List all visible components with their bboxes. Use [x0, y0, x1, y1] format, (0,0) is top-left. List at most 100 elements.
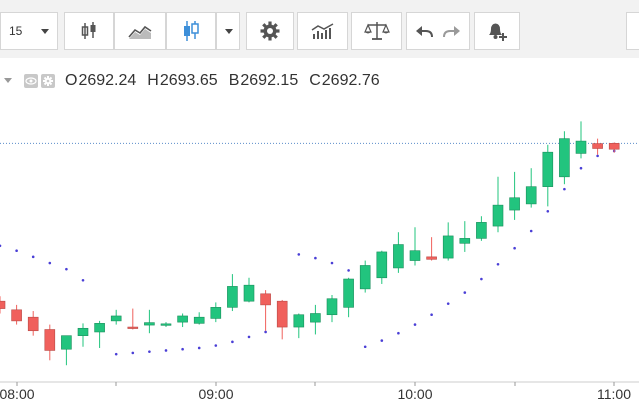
gear-icon[interactable]	[41, 74, 55, 88]
sar-dot	[0, 244, 2, 248]
high-key: H	[147, 72, 159, 89]
undo-redo-group	[406, 12, 470, 50]
bell-plus-icon	[489, 23, 507, 41]
candles-layer	[0, 121, 620, 366]
candles-icon	[184, 21, 199, 41]
line-chart-button[interactable]	[114, 12, 166, 50]
sar-dot	[148, 350, 151, 353]
sar-dot	[330, 261, 334, 265]
undo-icon	[416, 26, 433, 38]
candle-body	[276, 300, 288, 328]
sar-dot	[314, 256, 317, 260]
candle-body	[243, 284, 255, 302]
caret-down-icon	[225, 29, 233, 34]
candle-body	[0, 300, 6, 309]
candle-body	[127, 326, 139, 329]
candle-body	[260, 293, 271, 306]
sar-dot	[181, 347, 184, 351]
tick-label-0800: 08:00	[0, 386, 35, 402]
indicators-button[interactable]	[297, 12, 348, 50]
sar-dot	[131, 351, 135, 355]
sar-dot	[496, 262, 500, 266]
settings-button[interactable]	[246, 12, 294, 50]
interval-select[interactable]: 15	[0, 12, 58, 50]
sar-dot	[214, 344, 218, 347]
sar-dot	[579, 166, 583, 170]
legend-collapse-caret[interactable]	[4, 78, 12, 83]
candle-body	[426, 256, 437, 260]
sar-dot	[81, 278, 85, 282]
candle-body	[144, 322, 155, 326]
candle-body	[442, 235, 454, 259]
candle-body	[227, 286, 238, 308]
candle-body	[509, 197, 520, 211]
candle-body	[160, 323, 172, 326]
sar-dot	[363, 345, 367, 349]
sar-dot	[480, 277, 483, 281]
candle-body	[27, 316, 39, 332]
candle-body	[293, 314, 305, 328]
chart-type-dropdown[interactable]	[216, 12, 240, 50]
ohlc-legend: O 2692.24 H 2693.65 B 2692.15 C 2692.76	[24, 70, 391, 92]
high-value: 2693.65	[159, 72, 218, 89]
candle-body	[326, 298, 338, 316]
sar-dot	[463, 291, 467, 294]
caret-down-icon	[41, 29, 49, 34]
close-value: 2692.76	[321, 72, 380, 89]
bid-key: B	[228, 72, 240, 89]
compare-button[interactable]	[351, 12, 402, 50]
candle-body	[177, 315, 188, 323]
tick-label-1100: 11:00	[597, 386, 631, 402]
sar-dot	[529, 229, 533, 233]
sar-dot	[114, 352, 118, 356]
candle-body	[376, 251, 388, 279]
bid-value: 2692.15	[240, 72, 299, 89]
candles-button[interactable]	[166, 12, 216, 50]
candle-body	[210, 307, 222, 319]
candle-body	[525, 186, 537, 205]
redo-icon	[443, 26, 460, 38]
interval-label: 15	[9, 24, 23, 38]
area-line-icon	[128, 25, 152, 39]
candle-body	[592, 143, 603, 149]
sar-dot	[347, 269, 350, 272]
gear-icon	[260, 21, 280, 41]
tick-label-1000: 10:00	[397, 386, 432, 402]
candle-body	[94, 323, 105, 333]
toolbar-more-button[interactable]	[626, 12, 639, 50]
candle-body	[476, 222, 487, 239]
sar-dot	[413, 323, 417, 326]
sar-dot	[612, 149, 616, 153]
sar-dot	[297, 253, 301, 256]
sar-dot	[596, 154, 599, 158]
candle-body	[11, 309, 22, 322]
candle-body	[393, 244, 404, 269]
undo-button[interactable]	[413, 21, 437, 43]
sar-layer	[0, 149, 616, 356]
candle-body	[575, 140, 587, 154]
candle-body	[310, 313, 321, 323]
eye-icon[interactable]	[24, 74, 38, 88]
chart-toolbar: 15	[0, 0, 639, 58]
candle-body	[44, 329, 56, 351]
sar-dot	[48, 261, 52, 265]
sar-dot	[247, 335, 251, 339]
candle-body	[110, 315, 122, 322]
candle-body	[542, 151, 554, 187]
sar-dot	[513, 246, 516, 250]
indicators-icon	[311, 23, 333, 39]
time-axis: 08:00 09:00 10:00 11:00	[0, 381, 639, 402]
alert-button[interactable]	[474, 12, 520, 50]
redo-button[interactable]	[441, 21, 465, 43]
open-key: O	[65, 72, 78, 89]
sar-dot	[546, 209, 550, 213]
candle-body	[359, 265, 371, 290]
bar-chart-button[interactable]	[64, 12, 114, 50]
candle-body	[77, 327, 89, 336]
sar-dot	[164, 349, 168, 352]
sar-dot	[446, 302, 450, 305]
sar-dot	[264, 330, 267, 334]
sar-dot	[65, 267, 68, 271]
bars-icon	[81, 22, 96, 39]
